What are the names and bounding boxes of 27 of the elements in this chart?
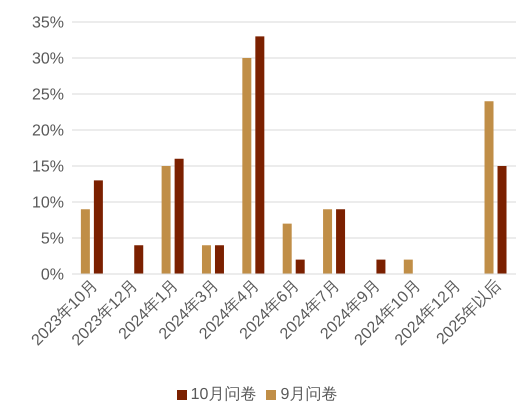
bar (202, 245, 211, 274)
y-tick-label: 25% (32, 86, 64, 104)
bar (255, 36, 264, 274)
bar (214, 245, 224, 274)
bar (336, 209, 346, 274)
bar (404, 260, 413, 274)
bar (174, 158, 184, 274)
bar (296, 260, 305, 274)
bar (484, 101, 494, 274)
bar (134, 245, 144, 274)
legend-label: 9月问卷 (280, 386, 338, 403)
y-tick-label: 30% (32, 50, 64, 68)
bar (376, 260, 386, 274)
bar (242, 58, 252, 274)
bar (498, 166, 507, 274)
bar (162, 166, 171, 274)
bar (323, 209, 332, 274)
legend-label: 10月问卷 (190, 386, 256, 403)
y-tick-label: 15% (32, 158, 64, 176)
y-tick-label: 35% (32, 14, 64, 32)
y-tick-label: 5% (40, 230, 64, 248)
y-tick-label: 0% (40, 266, 64, 284)
bar (94, 180, 103, 274)
y-tick-label: 10% (32, 194, 64, 212)
bar (80, 209, 90, 274)
y-tick-label: 20% (32, 122, 64, 140)
bar (282, 224, 292, 274)
